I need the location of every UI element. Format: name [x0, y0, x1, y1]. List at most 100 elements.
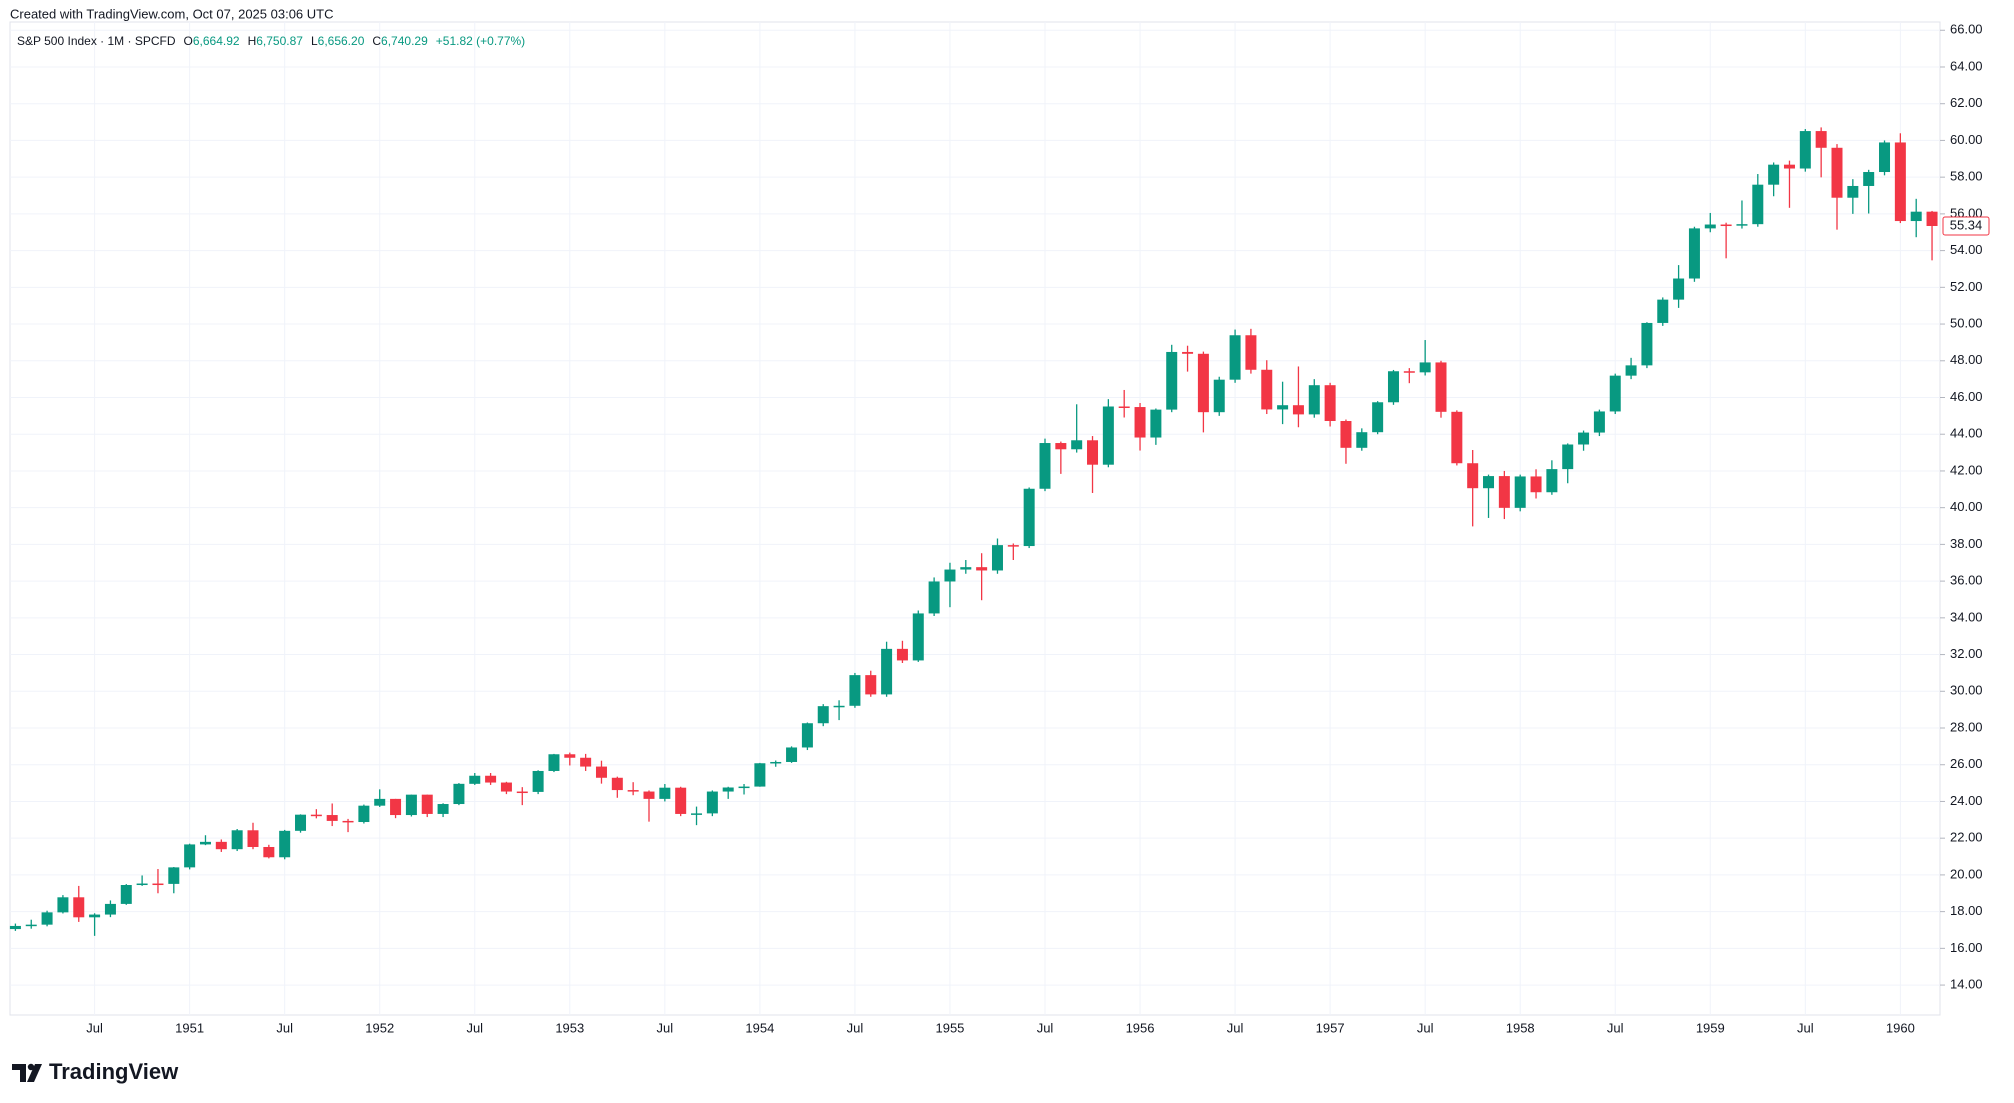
candle-body — [1688, 228, 1700, 279]
candle-body — [976, 567, 988, 571]
candle-body — [1879, 142, 1891, 173]
candle-body — [1768, 164, 1780, 185]
candle-body — [801, 723, 813, 748]
y-tick-label: 52.00 — [1950, 279, 1983, 294]
candle-body — [1071, 440, 1083, 450]
candle-body — [1245, 335, 1257, 370]
y-tick-label: 54.00 — [1950, 242, 1983, 257]
candle-body — [1815, 131, 1827, 148]
x-tick-label: Jul — [276, 1020, 293, 1035]
candle-body — [136, 883, 148, 886]
candle-body — [342, 820, 354, 823]
y-tick-label: 44.00 — [1950, 426, 1983, 441]
candle-body — [1625, 365, 1637, 376]
y-tick-label: 28.00 — [1950, 719, 1983, 734]
candle-body — [1403, 371, 1415, 373]
candle-body — [1863, 172, 1875, 186]
legend-key: H — [248, 34, 257, 48]
candle-body — [1229, 335, 1241, 380]
candle-body — [1023, 488, 1035, 547]
x-tick-label: 1957 — [1316, 1020, 1345, 1035]
y-tick-label: 32.00 — [1950, 646, 1983, 661]
candle-body — [1102, 406, 1114, 465]
y-tick-label: 40.00 — [1950, 499, 1983, 514]
y-tick-label: 26.00 — [1950, 756, 1983, 771]
y-tick-label: 18.00 — [1950, 903, 1983, 918]
candle-body — [1039, 443, 1051, 489]
candle-body — [1197, 353, 1209, 413]
candle-body — [1451, 411, 1463, 464]
candle-body — [691, 813, 703, 815]
candle-body — [89, 914, 101, 918]
candle-body — [1356, 432, 1368, 448]
candle-body — [1752, 184, 1764, 225]
legend: S&P 500 Index · 1M · SPCFD O6,664.92 H6,75… — [17, 34, 525, 48]
candle-body — [1277, 405, 1289, 410]
candle-body — [738, 786, 750, 789]
candle-body — [405, 794, 417, 816]
candle-body — [279, 830, 291, 858]
y-tick-label: 14.00 — [1950, 977, 1983, 992]
candle-body — [73, 897, 85, 918]
legend-key: L — [311, 34, 318, 48]
candle-body — [912, 613, 924, 661]
x-tick-label: Jul — [657, 1020, 674, 1035]
candle-body — [1546, 469, 1558, 493]
y-tick-label: 58.00 — [1950, 169, 1983, 184]
candle-body — [849, 675, 861, 706]
candle-body — [25, 924, 37, 927]
candle-body — [1530, 476, 1542, 493]
candle-body — [1419, 362, 1431, 373]
candle-body — [263, 846, 275, 858]
candle-body — [722, 787, 734, 792]
candle-body — [104, 903, 116, 915]
candle-body — [168, 867, 180, 884]
y-tick-label: 64.00 — [1950, 58, 1983, 73]
candle-body — [595, 766, 607, 778]
x-tick-label: 1958 — [1506, 1020, 1535, 1035]
candle-body — [152, 883, 164, 886]
x-tick-label: 1953 — [555, 1020, 584, 1035]
candle-body — [1055, 443, 1067, 450]
candle-body — [1182, 351, 1194, 354]
candle-body — [564, 754, 576, 758]
candle-body — [184, 844, 196, 868]
candle-body — [1514, 476, 1526, 508]
candle-body — [374, 798, 386, 806]
candle-body — [120, 884, 132, 904]
legend-value: 6,656.20 — [318, 34, 365, 48]
last-price-label: 55.34 — [1950, 217, 1983, 232]
candle-body — [833, 705, 845, 708]
candle-body — [1292, 405, 1304, 415]
candle-body — [706, 791, 718, 814]
candles — [9, 127, 1938, 936]
candle-body — [1467, 463, 1479, 489]
plot-area — [9, 21, 1941, 1016]
y-tick-label: 24.00 — [1950, 793, 1983, 808]
candle-body — [1562, 444, 1574, 470]
candle-body — [896, 648, 908, 661]
candle-body — [1910, 211, 1922, 222]
y-tick-label: 20.00 — [1950, 866, 1983, 881]
candle-body — [1673, 278, 1685, 300]
candle-body — [532, 770, 544, 792]
y-tick-label: 36.00 — [1950, 573, 1983, 588]
last-price-box — [1942, 216, 1990, 236]
candle-body — [1720, 224, 1732, 227]
candle-body — [1704, 224, 1716, 229]
candle-body — [1736, 224, 1748, 226]
brand-logo[interactable]: TradingView — [12, 1059, 179, 1084]
candle-body — [1118, 406, 1130, 408]
candle-body — [1261, 369, 1273, 410]
x-tick-label: Jul — [86, 1020, 103, 1035]
y-tick-label: 38.00 — [1950, 536, 1983, 551]
y-tick-label: 66.00 — [1950, 22, 1983, 37]
candle-body — [1213, 379, 1225, 413]
y-tick-label: 50.00 — [1950, 315, 1983, 330]
x-tick-label: Jul — [1797, 1020, 1814, 1035]
candle-body — [295, 814, 307, 831]
candle-body — [960, 567, 972, 570]
candle-body — [310, 814, 322, 817]
brand-name[interactable]: TradingView — [49, 1059, 179, 1084]
